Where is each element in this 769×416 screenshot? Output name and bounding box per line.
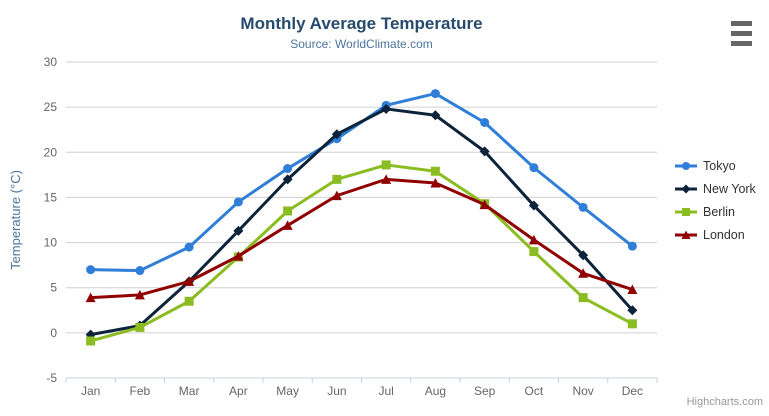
legend-item-tokyo[interactable]: Tokyo bbox=[674, 158, 756, 174]
data-point-london-jul[interactable] bbox=[381, 174, 392, 184]
legend-item-berlin[interactable]: Berlin bbox=[674, 204, 756, 220]
triangle-legend-marker-icon bbox=[675, 230, 697, 240]
diamond-legend-marker-icon bbox=[675, 184, 697, 194]
data-point-new-york-aug[interactable] bbox=[430, 110, 441, 121]
chart-title: Monthly Average Temperature bbox=[240, 14, 483, 33]
series-tokyo[interactable] bbox=[86, 89, 637, 276]
svg-text:Jun: Jun bbox=[327, 384, 346, 398]
legend-label: New York bbox=[703, 182, 756, 196]
svg-text:10: 10 bbox=[44, 236, 58, 250]
legend-label: London bbox=[703, 228, 745, 242]
svg-text:Mar: Mar bbox=[179, 384, 200, 398]
data-point-london-jun[interactable] bbox=[331, 190, 342, 201]
data-point-tokyo-jan[interactable] bbox=[86, 265, 96, 275]
data-point-new-york-apr[interactable] bbox=[233, 225, 244, 236]
svg-text:Jul: Jul bbox=[378, 384, 393, 398]
svg-text:May: May bbox=[276, 384, 299, 398]
svg-text:Nov: Nov bbox=[572, 384, 593, 398]
data-point-berlin-may[interactable] bbox=[283, 206, 293, 216]
svg-text:Apr: Apr bbox=[229, 384, 248, 398]
data-point-new-york-may[interactable] bbox=[282, 174, 293, 185]
data-point-tokyo-mar[interactable] bbox=[184, 242, 194, 252]
circle-legend-marker-icon bbox=[675, 162, 697, 170]
svg-text:Dec: Dec bbox=[622, 384, 643, 398]
data-point-tokyo-feb[interactable] bbox=[135, 266, 145, 276]
series-london[interactable] bbox=[85, 174, 638, 303]
series-new-york[interactable] bbox=[85, 103, 638, 340]
x-axis bbox=[65, 377, 658, 383]
svg-text:Feb: Feb bbox=[130, 384, 151, 398]
data-point-berlin-aug[interactable] bbox=[430, 166, 440, 176]
y-axis-title: Temperature (°C) bbox=[8, 170, 23, 270]
data-point-london-oct[interactable] bbox=[528, 234, 539, 245]
data-point-london-sep[interactable] bbox=[479, 199, 490, 210]
svg-text:15: 15 bbox=[44, 190, 58, 204]
data-point-new-york-jun[interactable] bbox=[331, 129, 342, 140]
svg-text:0: 0 bbox=[50, 326, 57, 340]
data-point-berlin-mar[interactable] bbox=[184, 296, 194, 306]
legend-item-new-york[interactable]: New York bbox=[674, 181, 756, 197]
hamburger-icon bbox=[731, 21, 752, 26]
credits-link[interactable]: Highcharts.com bbox=[686, 396, 763, 408]
data-point-london-aug[interactable] bbox=[430, 177, 441, 188]
data-point-new-york-oct[interactable] bbox=[528, 200, 539, 211]
export-menu-button[interactable] bbox=[728, 18, 755, 49]
data-point-berlin-jul[interactable] bbox=[381, 160, 391, 170]
data-point-berlin-nov[interactable] bbox=[578, 293, 588, 303]
square-legend-marker-icon bbox=[675, 208, 697, 216]
data-point-tokyo-aug[interactable] bbox=[430, 89, 440, 99]
svg-text:Oct: Oct bbox=[525, 384, 544, 398]
legend-label: Berlin bbox=[703, 205, 735, 219]
y-axis-labels: -5 0 5 10 15 20 25 30 bbox=[44, 55, 58, 385]
legend: Tokyo New York Berlin London bbox=[674, 158, 756, 243]
data-point-london-nov[interactable] bbox=[578, 268, 589, 278]
data-point-new-york-sep[interactable] bbox=[479, 146, 490, 157]
svg-text:Aug: Aug bbox=[425, 384, 446, 398]
data-point-berlin-jan[interactable] bbox=[86, 336, 96, 346]
data-point-london-apr[interactable] bbox=[233, 251, 244, 261]
legend-item-london[interactable]: London bbox=[674, 227, 756, 243]
svg-text:Jan: Jan bbox=[81, 384, 100, 398]
data-point-new-york-jul[interactable] bbox=[381, 103, 392, 114]
hamburger-icon bbox=[731, 41, 752, 46]
data-point-berlin-jun[interactable] bbox=[332, 174, 342, 184]
data-point-london-mar[interactable] bbox=[184, 276, 195, 286]
x-axis-labels: Jan Feb Mar Apr May Jun Jul Aug Sep Oct Nov Dec bbox=[81, 384, 643, 398]
data-point-berlin-dec[interactable] bbox=[627, 319, 637, 329]
chart-subtitle: Source: WorldClimate.com bbox=[290, 37, 433, 51]
data-point-berlin-oct[interactable] bbox=[529, 247, 539, 257]
svg-text:25: 25 bbox=[44, 100, 58, 114]
hamburger-icon bbox=[731, 31, 752, 36]
data-point-london-dec[interactable] bbox=[627, 284, 638, 295]
data-point-new-york-dec[interactable] bbox=[627, 305, 638, 316]
data-point-tokyo-oct[interactable] bbox=[529, 163, 539, 173]
data-point-tokyo-dec[interactable] bbox=[627, 241, 637, 251]
data-point-berlin-feb[interactable] bbox=[135, 322, 145, 332]
data-point-london-jan[interactable] bbox=[85, 292, 96, 303]
svg-text:20: 20 bbox=[44, 145, 58, 159]
data-point-tokyo-nov[interactable] bbox=[578, 202, 588, 212]
data-point-tokyo-sep[interactable] bbox=[480, 117, 490, 127]
svg-text:-5: -5 bbox=[46, 371, 57, 385]
data-point-tokyo-apr[interactable] bbox=[233, 197, 243, 207]
legend-label: Tokyo bbox=[703, 159, 736, 173]
svg-text:30: 30 bbox=[44, 55, 58, 69]
data-point-tokyo-may[interactable] bbox=[283, 164, 293, 174]
svg-text:5: 5 bbox=[50, 281, 57, 295]
data-point-london-may[interactable] bbox=[282, 220, 293, 230]
svg-text:Sep: Sep bbox=[474, 384, 496, 398]
data-point-new-york-nov[interactable] bbox=[578, 250, 589, 261]
gridlines bbox=[66, 61, 657, 379]
data-point-london-feb[interactable] bbox=[134, 289, 145, 300]
